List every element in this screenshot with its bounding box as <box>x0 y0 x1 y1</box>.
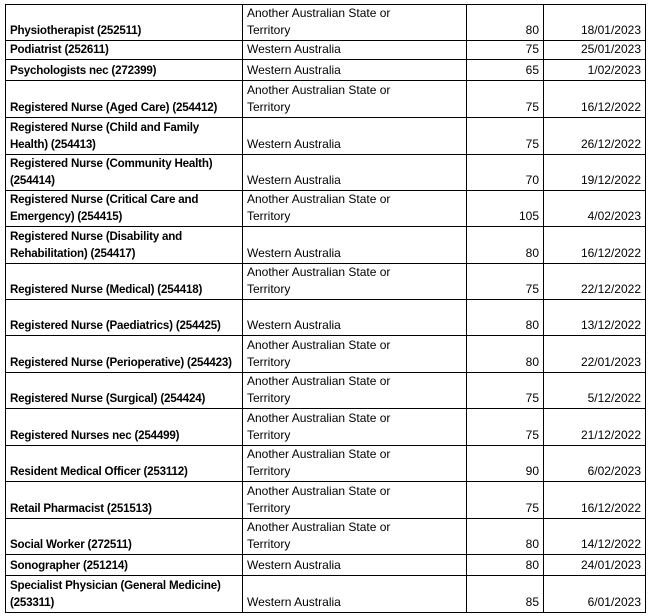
table-row: Sonographer (251214) Western Australia 80 2… <box>5 554 646 576</box>
points-cell: 80 <box>466 226 544 264</box>
location-cell: Another Australian State or Territory <box>242 408 467 446</box>
occupation-cell: Sonographer (251214) <box>5 554 243 576</box>
occupation-cell: Registered Nurse (Child and Family Healt… <box>5 117 243 155</box>
points-cell: 75 <box>466 80 544 118</box>
occupation-cell: Registered Nurses nec (254499) <box>5 408 243 446</box>
points-cell: 85 <box>466 575 544 613</box>
occupation-cell: Social Worker (272511) <box>5 518 243 555</box>
occupation-cell: Podiatrist (252611) <box>5 40 243 60</box>
table-body: Physiotherapist (252511) Another Australi… <box>5 4 646 613</box>
occupation-cell: Registered Nurse (Community Health) (254… <box>5 154 243 191</box>
table-row: Registered Nurse (Community Health) (254… <box>5 154 646 191</box>
date-cell: 16/12/2022 <box>543 226 646 264</box>
date-cell: 1/02/2023 <box>543 59 646 81</box>
table-row: Registered Nurse (Child and Family Healt… <box>5 117 646 155</box>
date-cell: 6/02/2023 <box>543 445 646 482</box>
table-row: Physiotherapist (252511) Another Australi… <box>5 4 646 41</box>
location-cell: Western Australia <box>242 154 467 191</box>
table-row: Registered Nurse (Disability and Rehabil… <box>5 226 646 264</box>
location-cell: Another Australian State or Territory <box>242 372 467 409</box>
table-row: Registered Nurses nec (254499) Another Au… <box>5 408 646 446</box>
date-cell: 26/12/2022 <box>543 117 646 155</box>
occupation-cell: Retail Pharmacist (251513) <box>5 481 243 519</box>
location-cell: Another Australian State or Territory <box>242 481 467 519</box>
location-cell: Another Australian State or Territory <box>242 4 467 41</box>
points-cell: 80 <box>466 335 544 373</box>
date-cell: 22/01/2023 <box>543 335 646 373</box>
location-cell: Another Australian State or Territory <box>242 80 467 118</box>
points-cell: 75 <box>466 372 544 409</box>
date-cell: 25/01/2023 <box>543 40 646 60</box>
points-cell: 65 <box>466 59 544 81</box>
location-cell: Another Australian State or Territory <box>242 263 467 300</box>
points-cell: 80 <box>466 554 544 576</box>
occupation-cell: Registered Nurse (Disability and Rehabil… <box>5 226 243 264</box>
points-cell: 105 <box>466 190 544 227</box>
location-cell: Western Australia <box>242 299 467 336</box>
date-cell: 14/12/2022 <box>543 518 646 555</box>
table-row: Registered Nurse (Perioperative) (254423… <box>5 335 646 373</box>
location-cell: Western Australia <box>242 59 467 81</box>
points-cell: 80 <box>466 299 544 336</box>
date-cell: 13/12/2022 <box>543 299 646 336</box>
occupation-cell: Registered Nurse (Aged Care) (254412) <box>5 80 243 118</box>
table-row: Registered Nurse (Aged Care) (254412) Ano… <box>5 80 646 118</box>
points-cell: 75 <box>466 408 544 446</box>
location-cell: Western Australia <box>242 40 467 60</box>
occupation-cell: Psychologists nec (272399) <box>5 59 243 81</box>
date-cell: 21/12/2022 <box>543 408 646 446</box>
location-cell: Western Australia <box>242 554 467 576</box>
table-row: Resident Medical Officer (253112) Another… <box>5 445 646 482</box>
occupation-cell: Registered Nurse (Paediatrics) (254425) <box>5 299 243 336</box>
date-cell: 5/12/2022 <box>543 372 646 409</box>
date-cell: 16/12/2022 <box>543 80 646 118</box>
occupation-cell: Registered Nurse (Surgical) (254424) <box>5 372 243 409</box>
date-cell: 6/01/2023 <box>543 575 646 613</box>
table-row: Registered Nurse (Surgical) (254424) Anot… <box>5 372 646 409</box>
date-cell: 18/01/2023 <box>543 4 646 41</box>
location-cell: Another Australian State or Territory <box>242 518 467 555</box>
occupation-cell: Registered Nurse (Critical Care and Emer… <box>5 190 243 227</box>
points-cell: 70 <box>466 154 544 191</box>
points-cell: 90 <box>466 445 544 482</box>
occupation-table: Physiotherapist (252511) Another Australi… <box>5 4 646 613</box>
occupation-cell: Specialist Physician (General Medicine) … <box>5 575 243 613</box>
date-cell: 4/02/2023 <box>543 190 646 227</box>
table-row: Retail Pharmacist (251513) Another Austra… <box>5 481 646 519</box>
date-cell: 16/12/2022 <box>543 481 646 519</box>
occupation-cell: Physiotherapist (252511) <box>5 4 243 41</box>
date-cell: 24/01/2023 <box>543 554 646 576</box>
table-row: Podiatrist (252611) Western Australia 75 25… <box>5 40 646 60</box>
occupation-cell: Registered Nurse (Perioperative) (254423… <box>5 335 243 373</box>
points-cell: 75 <box>466 40 544 60</box>
table-row: Psychologists nec (272399) Western Austra… <box>5 59 646 81</box>
points-cell: 80 <box>466 4 544 41</box>
table-row: Specialist Physician (General Medicine) … <box>5 575 646 613</box>
table-row: Registered Nurse (Critical Care and Emer… <box>5 190 646 227</box>
points-cell: 75 <box>466 117 544 155</box>
points-cell: 80 <box>466 518 544 555</box>
location-cell: Another Australian State or Territory <box>242 445 467 482</box>
points-cell: 75 <box>466 263 544 300</box>
location-cell: Western Australia <box>242 117 467 155</box>
date-cell: 22/12/2022 <box>543 263 646 300</box>
occupation-cell: Registered Nurse (Medical) (254418) <box>5 263 243 300</box>
location-cell: Western Australia <box>242 226 467 264</box>
location-cell: Another Australian State or Territory <box>242 335 467 373</box>
table-row: Registered Nurse (Paediatrics) (254425) W… <box>5 299 646 336</box>
location-cell: Another Australian State or Territory <box>242 190 467 227</box>
table-row: Social Worker (272511) Another Australian… <box>5 518 646 555</box>
points-cell: 75 <box>466 481 544 519</box>
table-row: Registered Nurse (Medical) (254418) Anoth… <box>5 263 646 300</box>
location-cell: Western Australia <box>242 575 467 613</box>
date-cell: 19/12/2022 <box>543 154 646 191</box>
occupation-cell: Resident Medical Officer (253112) <box>5 445 243 482</box>
